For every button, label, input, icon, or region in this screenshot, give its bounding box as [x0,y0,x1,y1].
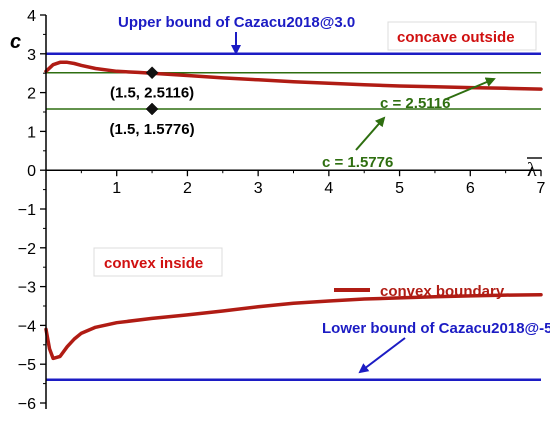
legend: convex boundary [334,283,505,300]
convex-boundary-curve-1 [44,292,543,361]
y-tick-label-2: 2 [27,86,36,103]
point-label-0: (1.5, 2.5116) [110,85,194,102]
x-tick-label-1: 2 [183,180,192,197]
y-tick-label-5: −1 [18,202,36,219]
lower-bound-label: Lower bound of Cazacu2018@-5.4 [322,320,550,337]
y-tick-label-6: −2 [18,241,36,258]
c1-label: c = 2.5116 [380,95,451,112]
c1-arrow [443,77,496,101]
upper-bound-label: Upper bound of Cazacu2018@3.0 [118,14,355,31]
y-axis-title: c [10,31,21,53]
x-tick-label-5: 6 [466,180,475,197]
c2-label: c = 1.5776 [322,154,393,171]
marker-point-1 [145,102,159,116]
marker-point-0 [145,66,159,80]
y-tick-label-1: 3 [27,47,36,64]
data-points: (1.5, 2.5116) (1.5, 1.5776) [110,66,195,138]
x-tick-label-3: 4 [324,180,333,197]
legend-label: convex boundary [380,283,505,300]
convex-label-box: convex inside [93,247,223,277]
concave-label: concave outside [397,29,515,46]
convex-label-frame [93,247,223,277]
axes: 4 3 2 1 0 −1 −2 −3 −4 −5 −6 1 2 3 4 5 6 7 [18,8,546,413]
series-lines [44,60,543,361]
concave-label-box: concave outside [387,21,537,51]
c2-arrow [355,116,386,151]
concave-label-frame [387,21,537,51]
y-tick-label-3: 1 [27,124,36,141]
x-axis-title: λ [527,159,537,181]
lower-bound-arrow [358,337,406,374]
x-tick-label-6: 7 [537,180,546,197]
y-tick-label-8: −4 [18,318,36,335]
convex-boundary-curve-0 [44,60,543,91]
x-tick-label-4: 5 [395,180,404,197]
y-tick-label-10: −6 [18,396,36,413]
y-tick-label-9: −5 [18,357,36,374]
point-label-1: (1.5, 1.5776) [110,121,195,138]
y-tick-label-4: 0 [27,163,36,180]
convex-label: convex inside [104,255,203,272]
y-tick-label-0: 4 [27,8,36,25]
y-tick-label-7: −3 [18,280,36,297]
x-tick-label-2: 3 [254,180,263,197]
x-axis-title-group: λ [527,157,542,181]
x-tick-label-0: 1 [112,180,121,197]
